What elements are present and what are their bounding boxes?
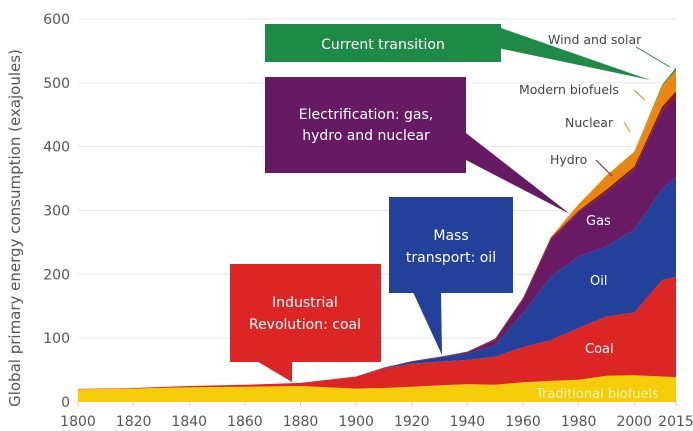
- x-tick-label: 2015: [658, 414, 693, 430]
- callout-text: Current transition: [321, 37, 445, 53]
- label-hydro: Hydro: [550, 152, 587, 167]
- callout-electrification: Electrification: gas, hydro and nuclear: [265, 77, 570, 214]
- y-axis-ticks: 0 100 200 300 400 500 600: [43, 12, 70, 411]
- y-axis-label: Global primary energy consumption (exajo…: [6, 49, 24, 407]
- stacked-areas: [78, 67, 676, 402]
- label-gas: Gas: [586, 214, 611, 229]
- callout-text: Mass: [433, 228, 468, 244]
- y-tick-label: 300: [43, 204, 70, 220]
- y-tick-label: 0: [61, 395, 70, 411]
- label-wind-and-solar: Wind and solar: [548, 32, 642, 47]
- area-gas: [78, 97, 676, 389]
- label-traditional-biofuels: Traditional biofuels: [535, 387, 659, 402]
- y-tick-label: 200: [43, 267, 70, 283]
- x-tick-label: 1940: [450, 414, 486, 430]
- x-tick-label: 1820: [116, 414, 152, 430]
- callout-current-transition: Current transition: [265, 24, 650, 80]
- y-tick-label: 500: [43, 76, 70, 92]
- callout-mass-transport: Mass transport: oil: [389, 197, 513, 355]
- callout-text: Industrial: [272, 295, 338, 311]
- area-traditional-biofuels: [78, 375, 676, 402]
- area-oil: [78, 176, 676, 389]
- x-tick-label: 1920: [394, 414, 430, 430]
- callout-text: transport: oil: [406, 250, 496, 266]
- label-modern-biofuels: Modern biofuels: [519, 82, 619, 97]
- x-tick-label: 1800: [60, 414, 96, 430]
- x-tick-label: 1960: [505, 414, 541, 430]
- area-nuclear: [78, 75, 676, 389]
- callout-text: Revolution: coal: [249, 317, 361, 333]
- x-tick-label: 1880: [283, 414, 319, 430]
- x-axis-ticks: 1800 1820 1840 1860 1880 1900 1920 1940 1960 1980…: [60, 402, 693, 430]
- label-nuclear: Nuclear: [565, 115, 614, 130]
- y-tick-label: 100: [43, 331, 70, 347]
- label-oil: Oil: [590, 274, 607, 289]
- y-tick-label: 600: [43, 12, 70, 28]
- x-tick-label: 1840: [171, 414, 207, 430]
- x-tick-label: 1980: [561, 414, 597, 430]
- callout-industrial-revolution: Industrial Revolution: coal: [230, 264, 381, 382]
- y-tick-label: 400: [43, 140, 70, 156]
- label-coal: Coal: [585, 342, 614, 357]
- x-tick-label: 2000: [616, 414, 652, 430]
- callout-text: Electrification: gas,: [299, 107, 433, 123]
- area-coal: [78, 276, 676, 390]
- x-tick-label: 1900: [338, 414, 374, 430]
- x-tick-label: 1860: [227, 414, 263, 430]
- callout-text: hydro and nuclear: [302, 128, 430, 144]
- series-labels: Wind and solar Modern biofuels Nuclear H…: [519, 32, 671, 402]
